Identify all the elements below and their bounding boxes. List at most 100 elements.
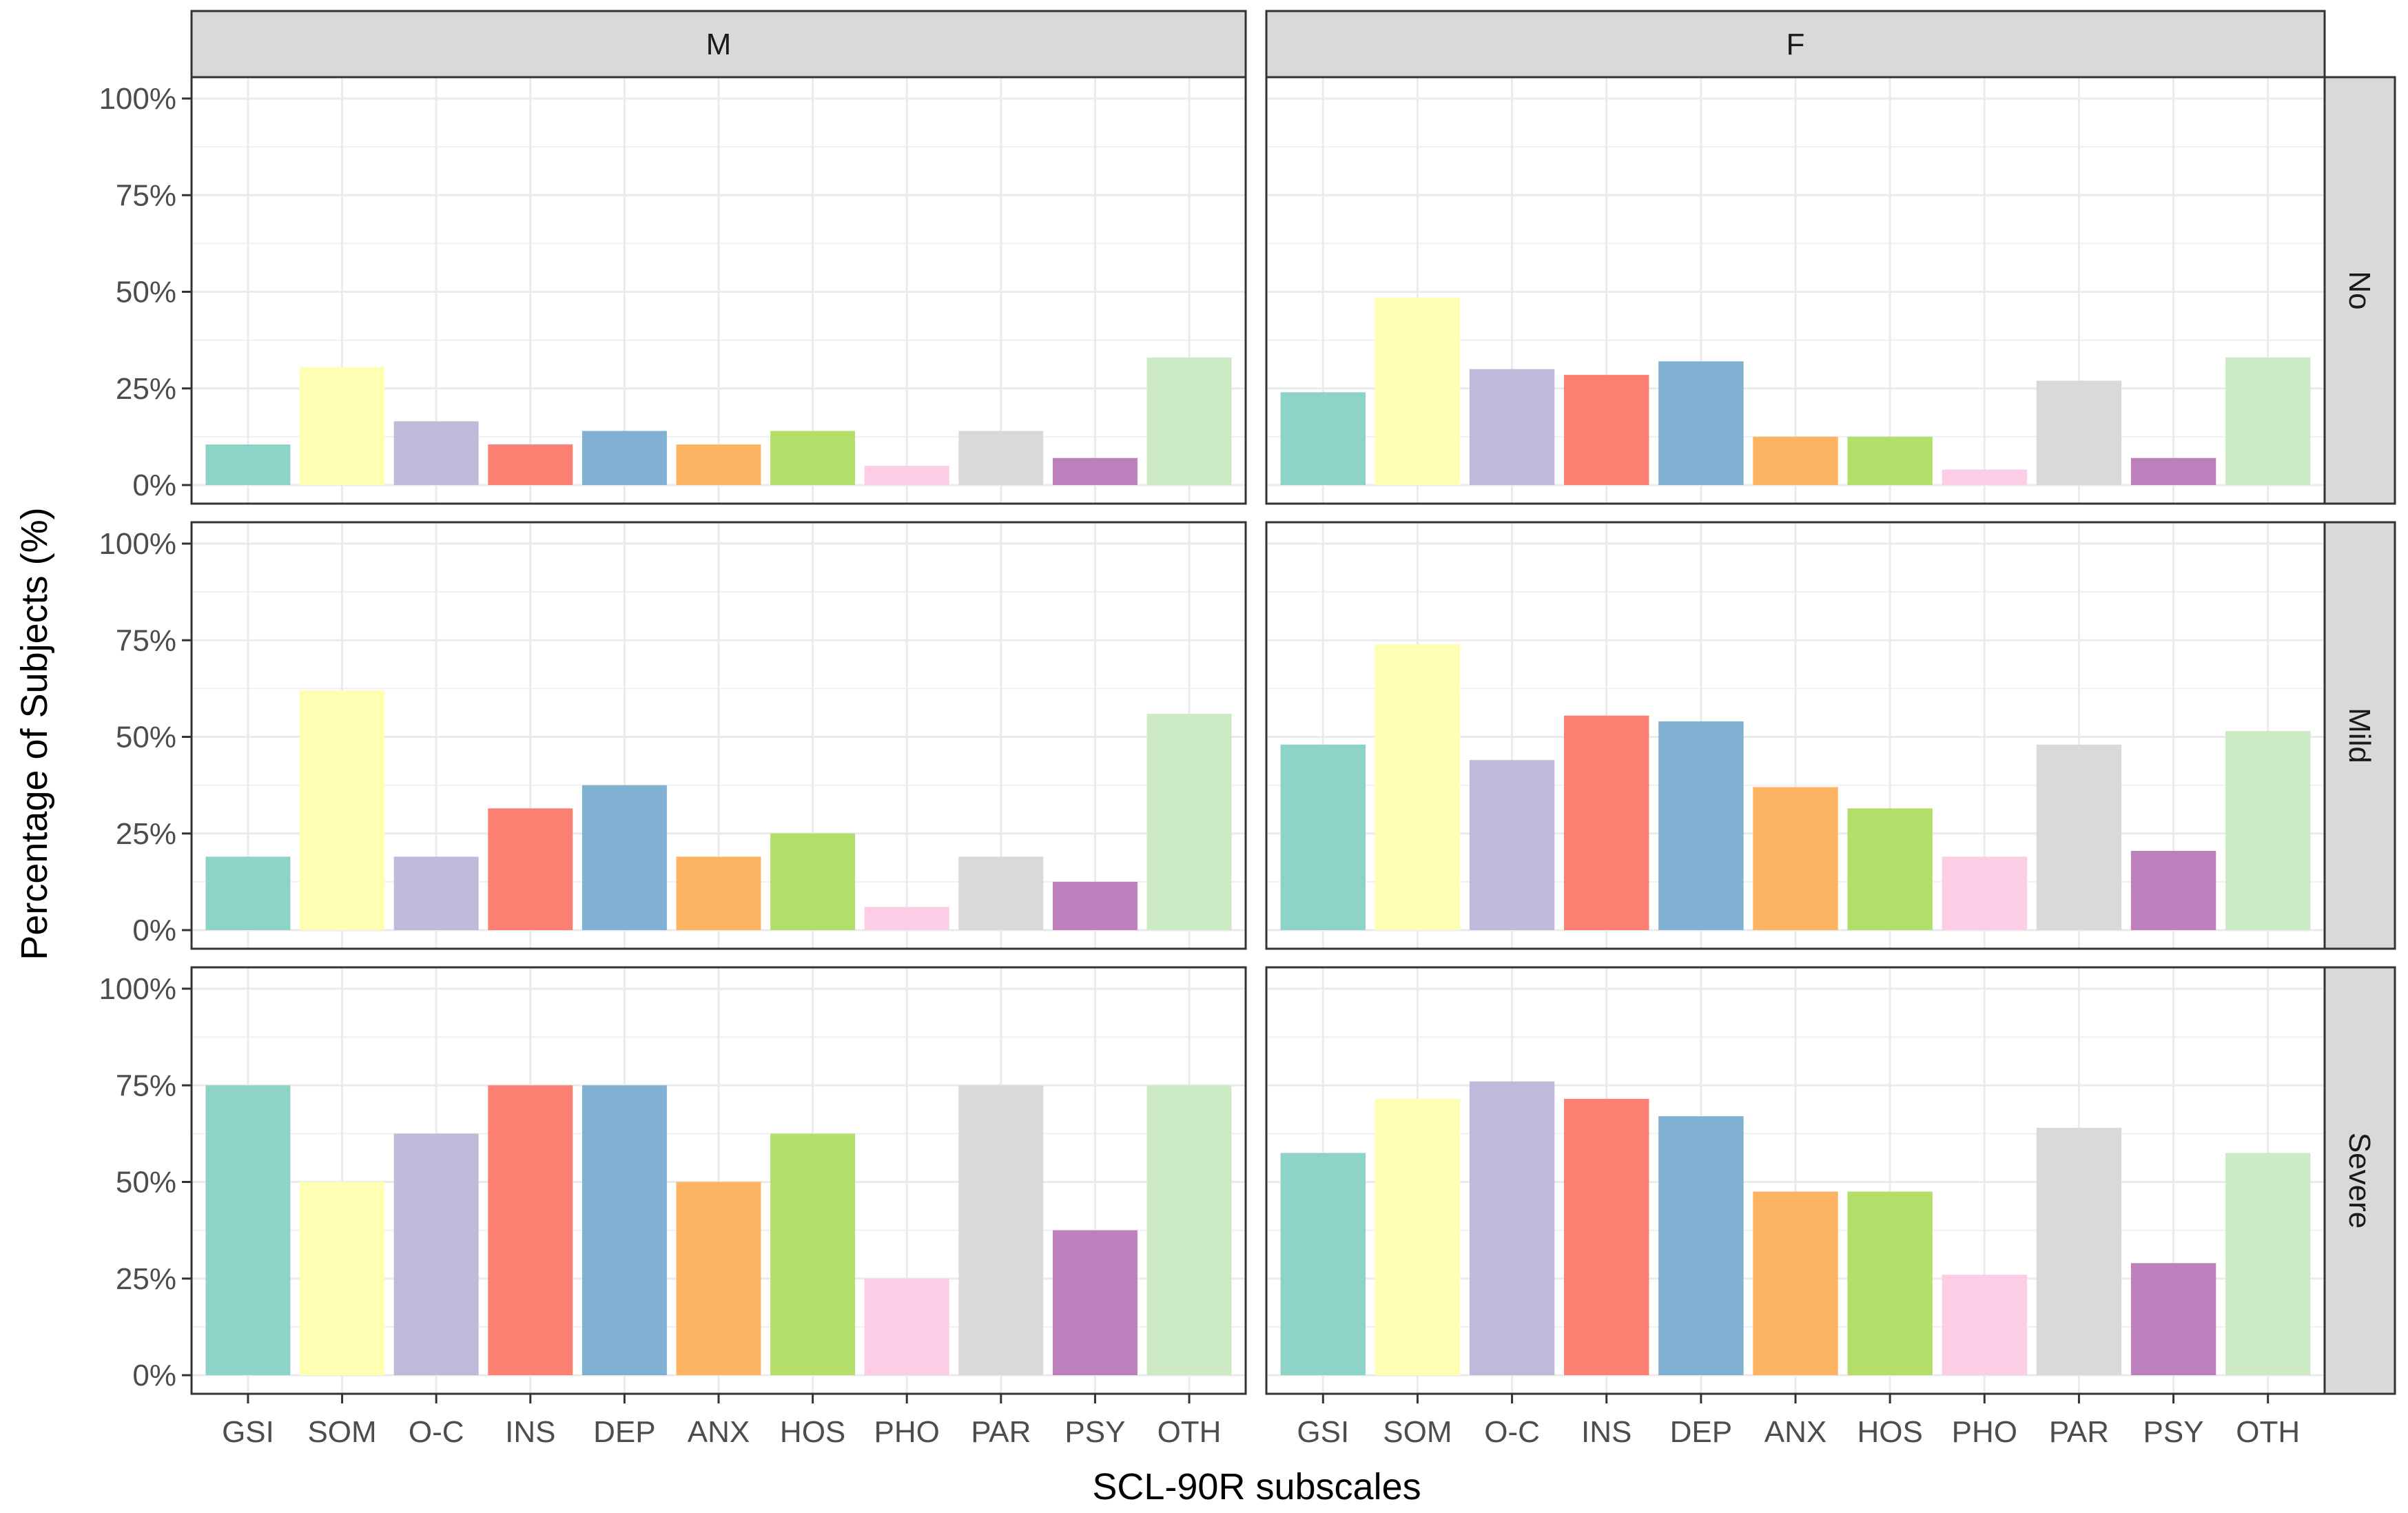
- strips-layer: M F No Mild Severe: [190, 10, 2396, 1395]
- bar-F-Mild-HOS: [1847, 808, 1933, 930]
- strip-top-F: [1265, 10, 2326, 79]
- bar-M-Severe-HOS: [770, 1133, 856, 1375]
- y-tick-label: 75%: [116, 178, 176, 212]
- bar-M-Mild-PHO: [864, 907, 949, 930]
- panels-layer: [190, 76, 2326, 1395]
- bar-M-Severe-DEP: [582, 1085, 667, 1375]
- y-tick-label: 0%: [132, 914, 176, 947]
- bar-F-Mild-PSY: [2130, 850, 2216, 930]
- panel-M-Severe: [190, 966, 1247, 1395]
- bar-M-Severe-PSY: [1052, 1230, 1138, 1375]
- bar-F-Mild-INS: [1564, 715, 1649, 930]
- bar-F-No-HOS: [1847, 436, 1933, 485]
- x-tick-label-PHO: PHO: [874, 1415, 940, 1449]
- bar-M-No-O-C: [393, 421, 479, 485]
- x-tick-label-DEP: DEP: [593, 1415, 655, 1449]
- x-tick-label-DEP: DEP: [1670, 1415, 1732, 1449]
- bar-F-No-GSI: [1280, 392, 1366, 485]
- bar-M-Severe-ANX: [676, 1182, 761, 1375]
- y-tick-label: 0%: [132, 469, 176, 502]
- bar-M-No-GSI: [205, 444, 291, 485]
- strip-label-M: M: [706, 28, 732, 61]
- axes-layer: 0% 25% 50% 75% 100% 0% 25% 50% 75% 100% 0% 25% 50% 75…: [99, 82, 2300, 1449]
- bar-M-No-ANX: [676, 444, 761, 485]
- bar-M-No-PSY: [1052, 457, 1138, 485]
- bar-F-Severe-DEP: [1658, 1116, 1744, 1375]
- y-tick-label: 100%: [99, 527, 176, 561]
- x-tick-label-PSY: PSY: [2143, 1415, 2204, 1449]
- x-tick-label-INS: INS: [1581, 1415, 1632, 1449]
- bar-F-Severe-SOM: [1375, 1098, 1461, 1375]
- strip-label-F: F: [1787, 28, 1805, 61]
- bar-F-No-PSY: [2130, 457, 2216, 485]
- x-tick-label-HOS: HOS: [1857, 1415, 1922, 1449]
- y-tick-label: 25%: [116, 1262, 176, 1296]
- bar-M-No-HOS: [770, 431, 856, 485]
- x-tick-label-GSI: GSI: [1297, 1415, 1349, 1449]
- panel-F-Severe: [1265, 966, 2326, 1395]
- bar-M-No-PAR: [958, 431, 1044, 485]
- bar-F-Mild-GSI: [1280, 744, 1366, 930]
- y-tick-label: 100%: [99, 972, 176, 1006]
- bar-F-Severe-GSI: [1280, 1153, 1366, 1375]
- panel-F-No: [1265, 76, 2326, 505]
- x-tick-label-O-C: O-C: [409, 1415, 464, 1449]
- bar-F-Severe-ANX: [1753, 1191, 1838, 1375]
- strip-top-M: [190, 10, 1247, 79]
- bar-F-Mild-DEP: [1658, 721, 1744, 930]
- bar-M-Mild-DEP: [582, 785, 667, 930]
- y-tick-label: 75%: [116, 1069, 176, 1102]
- bar-M-Mild-INS: [488, 808, 573, 930]
- bar-M-Mild-PAR: [958, 856, 1044, 930]
- strip-label-Severe: Severe: [2343, 1133, 2376, 1228]
- x-tick-label-OTH: OTH: [2236, 1415, 2300, 1449]
- x-tick-label-HOS: HOS: [780, 1415, 845, 1449]
- y-tick-label: 0%: [132, 1359, 176, 1392]
- bar-M-Mild-OTH: [1146, 713, 1232, 930]
- y-tick-label: 75%: [116, 624, 176, 657]
- y-tick-label: 100%: [99, 82, 176, 116]
- y-tick-label: 25%: [116, 372, 176, 406]
- x-tick-label-ANX: ANX: [1764, 1415, 1826, 1449]
- strip-right-No: [2323, 76, 2396, 505]
- bar-M-No-INS: [488, 444, 573, 485]
- bar-F-Severe-INS: [1564, 1098, 1649, 1375]
- x-tick-label-SOM: SOM: [307, 1415, 376, 1449]
- bar-F-Severe-OTH: [2225, 1153, 2311, 1375]
- y-tick-label: 25%: [116, 817, 176, 851]
- x-tick-label-PHO: PHO: [1952, 1415, 2017, 1449]
- bar-M-Severe-SOM: [300, 1182, 385, 1375]
- bar-F-Mild-O-C: [1469, 760, 1555, 930]
- bar-F-Mild-ANX: [1753, 787, 1838, 930]
- strip-label-Mild: Mild: [2343, 708, 2376, 763]
- bar-M-Severe-PHO: [864, 1278, 949, 1375]
- x-tick-label-PAR: PAR: [971, 1415, 1031, 1449]
- bar-F-No-SOM: [1375, 297, 1461, 485]
- y-tick-label: 50%: [116, 276, 176, 309]
- bar-F-No-ANX: [1753, 436, 1838, 485]
- panel-F-Mild: [1265, 521, 2326, 950]
- x-tick-label-O-C: O-C: [1484, 1415, 1540, 1449]
- bar-M-Mild-ANX: [676, 856, 761, 930]
- bar-F-No-O-C: [1469, 369, 1555, 485]
- x-tick-label-PAR: PAR: [2049, 1415, 2109, 1449]
- panel-M-Mild: [190, 521, 1247, 950]
- bar-M-Severe-O-C: [393, 1133, 479, 1375]
- panel-M-No: [190, 76, 1247, 505]
- strip-right-Severe: [2323, 966, 2396, 1395]
- x-tick-label-OTH: OTH: [1157, 1415, 1222, 1449]
- bar-M-Severe-GSI: [205, 1085, 291, 1375]
- bar-F-No-INS: [1564, 375, 1649, 485]
- y-axis-title: Percentage of Subjects (%): [14, 507, 55, 960]
- bar-F-Mild-OTH: [2225, 731, 2311, 930]
- bar-F-Mild-PHO: [1942, 856, 2027, 930]
- strip-label-No: No: [2343, 271, 2376, 309]
- bar-M-No-DEP: [582, 431, 667, 485]
- y-tick-label: 50%: [116, 721, 176, 754]
- bar-F-Severe-O-C: [1469, 1081, 1555, 1375]
- bar-M-Severe-INS: [488, 1085, 573, 1375]
- bar-M-Severe-OTH: [1146, 1085, 1232, 1375]
- bar-F-Mild-PAR: [2036, 744, 2122, 930]
